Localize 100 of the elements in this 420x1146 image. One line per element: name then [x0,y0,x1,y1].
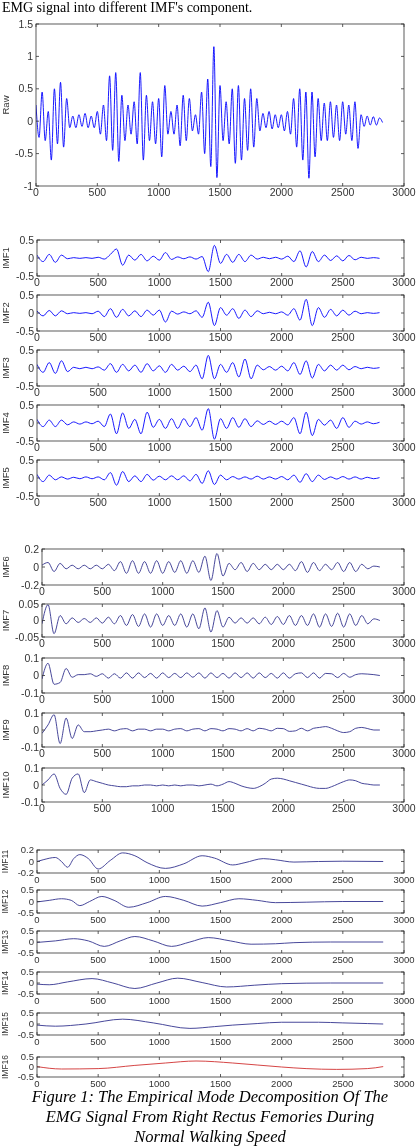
y-tick-label: 0 [28,1018,34,1030]
x-tick-label: 1500 [211,747,235,759]
y-axis-title: IMF3 [0,357,11,379]
line-series [37,1018,384,1029]
x-tick-label: 1000 [147,496,172,508]
y-tick-label: 0.5 [20,1051,34,1063]
y-axis-title: IMF16 [0,1054,10,1080]
x-tick-label: 2500 [331,496,355,508]
line-series [42,714,381,745]
x-tick-label: 2000 [271,747,296,759]
line-series [37,408,380,440]
x-tick-label: 1500 [208,276,233,288]
x-tick-label: 2000 [269,441,294,453]
x-tick-label: 2500 [332,995,354,1006]
line-series [37,298,380,327]
y-tick-label: -0.5 [17,1071,34,1083]
x-tick-label: 500 [89,496,108,508]
y-tick-label: 0.5 [20,884,34,896]
x-tick-label: 1500 [208,331,233,343]
x-tick-label: 1500 [208,386,233,398]
x-tick-label: 500 [88,186,107,198]
x-tick-label: 2000 [269,276,294,288]
y-tick-label: -0.5 [17,988,34,1000]
y-tick-label: -0.5 [15,489,35,502]
y-tick-label: -0.5 [15,434,35,447]
x-tick-label: 3000 [392,585,416,597]
y-tick-label: 0 [33,560,40,573]
text: EMG signal into different IMF's component. [2,0,253,15]
x-tick-label: 3000 [392,276,416,288]
y-tick-label: 0 [33,723,40,736]
y-tick-label: 0.5 [18,82,34,95]
x-tick-label: 500 [90,995,107,1006]
x-tick-label: 2500 [332,1036,354,1047]
y-axis-title: IMF7 [0,609,11,632]
y-tick-label: 0 [28,306,35,319]
x-tick-label: 1500 [211,585,235,597]
x-tick-label: 3000 [392,331,416,343]
x-tick-label: 3000 [393,874,415,885]
x-tick-label: 2000 [271,802,296,814]
x-tick-label: 1000 [148,914,170,925]
y-tick-label: -0.5 [14,147,34,160]
line-series [37,936,384,947]
x-tick-label: 1500 [209,1036,232,1047]
y-tick-label: 0 [28,936,34,948]
x-tick-label: 2500 [331,585,356,597]
y-tick-label: -0.5 [17,907,34,919]
x-tick-label: 1500 [211,637,235,649]
y-tick-label: -0.2 [17,867,34,879]
y-axis-title: Raw [0,95,11,115]
line-series [42,604,381,635]
x-tick-label: 1000 [148,1078,170,1089]
line-series [42,662,381,685]
x-tick-label: 3000 [393,1036,415,1047]
x-tick-label: 3000 [392,186,416,198]
x-tick-label: 2500 [332,914,354,925]
y-tick-label: -0.5 [17,1029,34,1041]
x-tick-label: 1000 [150,637,175,649]
x-tick-label: 1500 [211,802,235,814]
y-tick-label: -0.5 [15,324,35,337]
y-tick-label: 0 [28,855,34,867]
line-series [36,46,383,179]
y-axis-title: IMF4 [0,412,11,434]
x-tick-label: 2000 [269,186,294,198]
x-tick-label: 1500 [209,914,232,925]
y-tick-label: 0 [27,114,34,127]
y-tick-label: 0.5 [19,288,35,301]
y-tick-label: 0 [33,778,40,791]
y-tick-label: -1 [23,179,34,192]
y-axis-title: IMF8 [0,664,11,687]
x-tick-label: 2000 [271,1078,293,1089]
y-tick-label: -0.2 [20,578,40,591]
y-tick-label: 0 [28,416,35,429]
line-series [37,852,384,870]
y-tick-label: -0.1 [20,686,40,699]
x-tick-label: 1500 [209,1078,232,1089]
y-tick-label: 0 [28,895,34,907]
y-tick-label: 0.5 [20,925,34,937]
y-tick-label: 0 [28,361,35,374]
x-tick-label: 3000 [392,802,416,814]
x-tick-label: 1000 [148,1036,170,1047]
line-series [42,553,381,581]
y-tick-label: 0.2 [24,542,40,555]
y-tick-label: 1 [27,50,34,63]
x-tick-label: 2500 [331,331,355,343]
x-tick-label: 2500 [332,1078,354,1089]
line-series [37,895,384,908]
x-tick-label: 500 [93,637,112,649]
y-axis-title: IMF9 [0,719,11,741]
x-tick-label: 3000 [393,1078,415,1089]
y-tick-label: 0 [28,1061,34,1073]
x-tick-label: 1500 [208,186,232,198]
y-tick-label: -0.5 [17,947,34,959]
x-tick-label: 500 [89,386,108,398]
x-tick-label: 1000 [146,186,171,198]
x-tick-label: 1500 [209,874,232,885]
y-tick-label: 0.1 [24,651,40,664]
x-tick-label: 2000 [271,995,293,1006]
line-series [37,977,384,989]
y-axis-title: IMF10 [0,771,11,799]
x-tick-label: 500 [93,585,112,597]
